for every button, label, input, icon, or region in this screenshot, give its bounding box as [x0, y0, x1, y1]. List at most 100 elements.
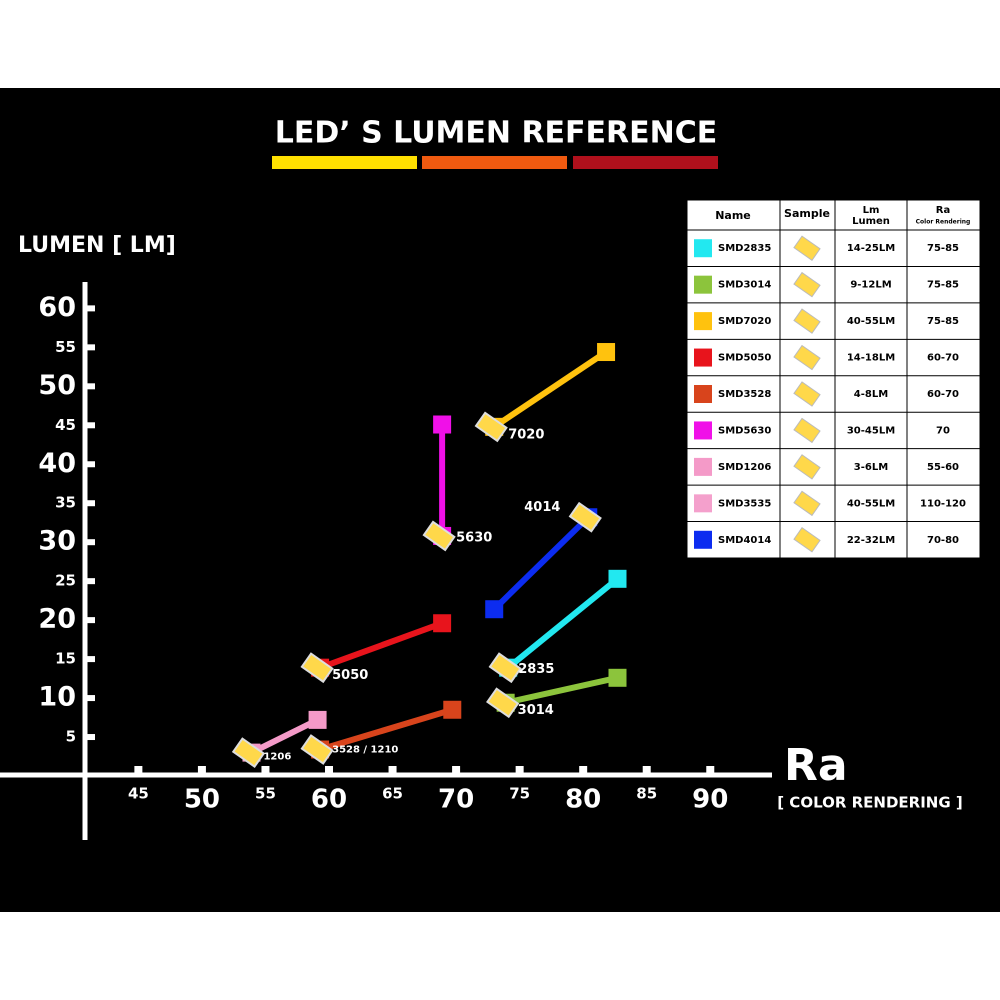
title-bar	[272, 156, 417, 169]
x-tick-label: 60	[311, 785, 347, 815]
legend-label: SMD1206	[718, 462, 771, 473]
title-bar	[422, 156, 567, 169]
x-tick-label: 70	[438, 785, 474, 815]
x-tick-label: 65	[382, 785, 403, 803]
chip-icon	[422, 520, 456, 552]
series-line	[319, 620, 444, 671]
y-tick-label: 10	[38, 682, 76, 713]
x-tick-label: 90	[692, 785, 728, 815]
legend-label: SMD5050	[718, 353, 771, 364]
lumen-cell: 4-8LM	[854, 389, 888, 400]
y-tick	[87, 539, 95, 546]
x-tick-label: 50	[184, 785, 220, 815]
x-tick-label: 45	[128, 785, 149, 803]
table-header: Lm	[863, 205, 880, 216]
y-tick	[87, 344, 95, 351]
point	[485, 600, 504, 619]
ra-cell: 75-85	[927, 243, 959, 254]
x-axis-sublabel: [ COLOR RENDERING ]	[777, 794, 963, 812]
legend-swatch	[694, 421, 712, 440]
y-tick	[87, 578, 95, 585]
sample-icon	[793, 454, 821, 480]
legend-label: SMD3535	[718, 498, 771, 509]
point-label: 4014	[524, 500, 560, 515]
sample-icon	[793, 344, 821, 371]
y-tick	[87, 305, 95, 312]
point	[597, 343, 616, 362]
sample-icon	[793, 308, 821, 334]
legend-label: SMD4014	[718, 535, 771, 546]
chip-icon	[568, 501, 602, 533]
lumen-cell: 3-6LM	[854, 462, 888, 473]
y-tick-label: 45	[55, 416, 76, 434]
y-tick-label: 40	[38, 448, 76, 479]
ra-cell: 75-85	[927, 316, 959, 327]
legend-label: SMD5630	[718, 425, 771, 436]
y-tick	[87, 422, 95, 429]
lumen-cell: 40-55LM	[847, 316, 895, 327]
legend-swatch	[694, 494, 712, 513]
ra-cell: 70-80	[927, 535, 959, 546]
x-tick-label: 55	[255, 785, 276, 803]
chip-icon	[488, 652, 522, 684]
ra-cell: 60-70	[927, 389, 959, 400]
y-tick	[87, 617, 95, 624]
legend-swatch	[694, 348, 712, 367]
table-frame	[686, 199, 981, 559]
point-label: 3014	[518, 703, 554, 718]
ra-cell: 75-85	[927, 280, 959, 291]
y-tick-label: 30	[38, 526, 76, 557]
x-tick	[452, 766, 461, 774]
point-label: 5630	[456, 530, 492, 545]
y-tick	[87, 500, 95, 507]
series-line	[492, 515, 591, 612]
legend-swatch	[694, 275, 712, 294]
chip-icon	[474, 411, 508, 443]
point	[433, 614, 452, 633]
y-tick	[87, 461, 95, 468]
lumen-cell: 40-55LM	[847, 498, 895, 509]
legend-label: SMD7020	[718, 316, 771, 327]
sample-icon	[793, 381, 821, 407]
x-tick	[261, 766, 270, 774]
y-tick-label: 5	[66, 728, 76, 746]
lumen-cell: 14-18LM	[847, 353, 895, 364]
ra-cell: 60-70	[927, 353, 959, 364]
chip-icon	[486, 687, 520, 719]
point-label: 7020	[508, 427, 544, 442]
y-tick-label: 15	[55, 650, 76, 668]
legend-label: SMD3528	[718, 389, 771, 400]
ra-cell: 70	[936, 425, 950, 436]
x-tick-label: 75	[509, 785, 530, 803]
y-tick	[87, 734, 95, 741]
sample-icon	[793, 527, 821, 553]
y-tick	[87, 656, 95, 663]
lumen-cell: 14-25LM	[847, 243, 895, 254]
series-line	[505, 674, 619, 706]
point	[443, 700, 462, 719]
y-tick-label: 50	[38, 370, 76, 401]
legend-label: SMD3014	[718, 280, 771, 291]
sample-icon	[793, 235, 821, 261]
x-tick	[579, 766, 588, 774]
y-tick-label: 55	[55, 338, 76, 356]
y-tick	[87, 695, 95, 702]
legend-swatch	[694, 530, 712, 549]
point	[608, 569, 627, 588]
chart-title: LED’ S LUMEN REFERENCE	[275, 116, 718, 151]
ra-cell: 110-120	[920, 498, 966, 509]
point-label: 3528 / 1210	[332, 745, 398, 756]
x-tick	[642, 766, 651, 774]
y-tick-label: 20	[38, 604, 76, 635]
point-label: 1206	[263, 752, 291, 763]
y-tick-label: 60	[38, 292, 76, 323]
legend-label: SMD2835	[718, 243, 771, 254]
x-tick	[388, 766, 397, 774]
sample-icon	[793, 417, 821, 444]
lumen-cell: 30-45LM	[847, 425, 895, 436]
sample-icon	[793, 271, 821, 298]
lumen-cell: 9-12LM	[850, 280, 891, 291]
x-tick	[134, 766, 143, 774]
lumen-cell: 22-32LM	[847, 535, 895, 546]
